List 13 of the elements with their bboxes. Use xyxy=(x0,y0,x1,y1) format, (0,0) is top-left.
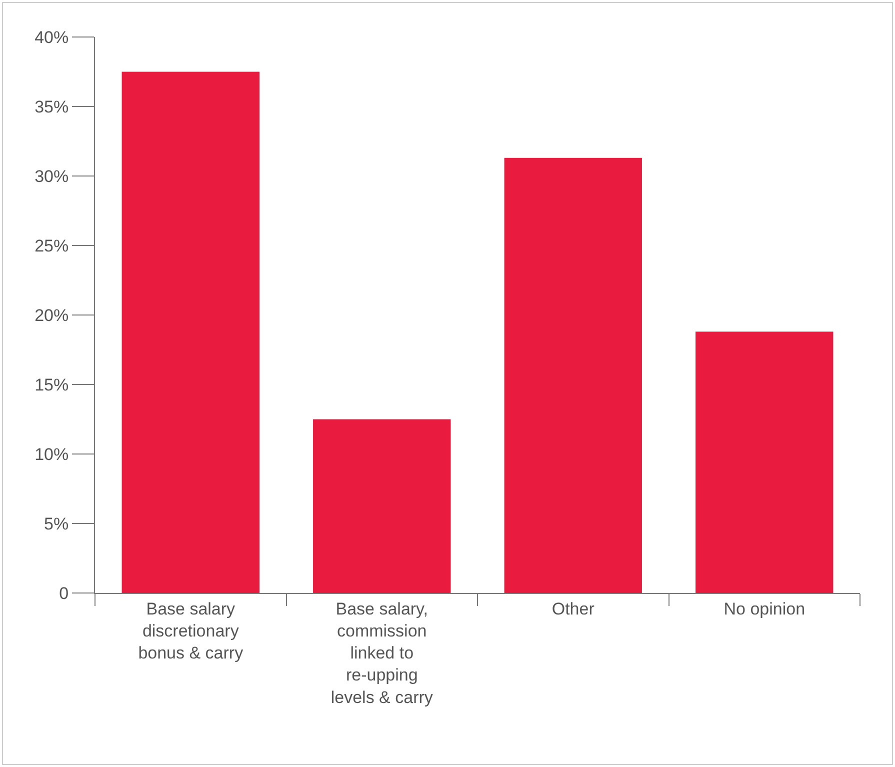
y-tick-label: 25% xyxy=(34,236,69,256)
y-tick-label: 35% xyxy=(34,97,69,116)
y-tick-label: 15% xyxy=(34,375,69,394)
y-tick-label: 5% xyxy=(44,514,69,534)
y-tick-label: 10% xyxy=(34,444,69,464)
y-tick-label: 0 xyxy=(59,584,69,603)
x-tick-label: Base salary, commission linked to re-upping levels & carry xyxy=(330,599,434,707)
x-tick-label: Base salary discretionary bonus & carry xyxy=(138,599,244,663)
y-tick-label: 40% xyxy=(34,28,69,47)
y-tick-label: 30% xyxy=(34,166,69,186)
y-tick-label: 20% xyxy=(34,306,69,325)
x-tick-label: Other xyxy=(552,599,595,618)
x-tick-label: No opinion xyxy=(724,599,806,618)
